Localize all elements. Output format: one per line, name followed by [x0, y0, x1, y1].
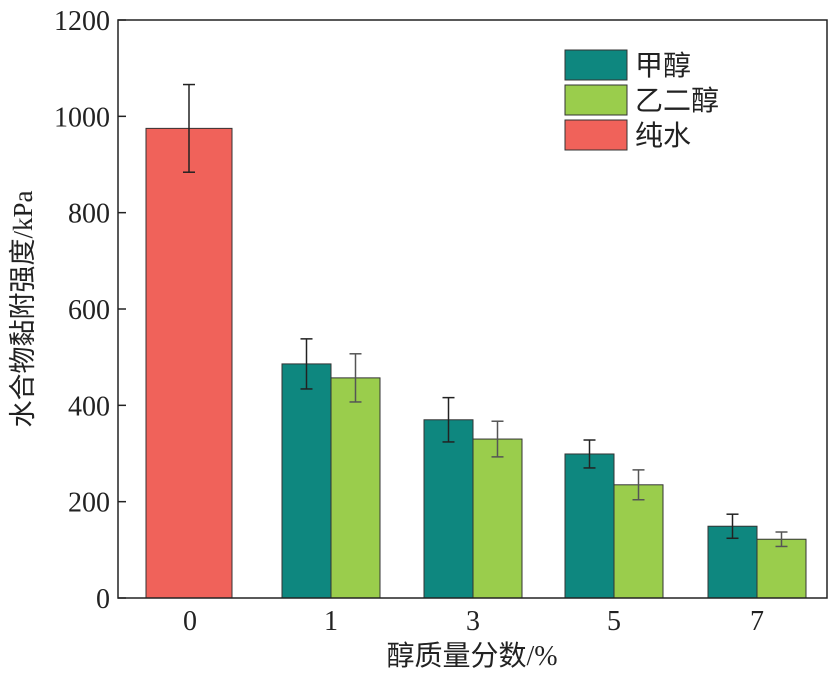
- x-tick-label: 7: [750, 606, 764, 637]
- legend-label-1: 乙二醇: [635, 85, 719, 117]
- x-tick-label: 0: [183, 606, 197, 637]
- bar-0-2: [423, 419, 474, 599]
- y-tick-label: 0: [96, 584, 110, 615]
- bar-0-3: [564, 453, 615, 599]
- y-tick-label: 400: [68, 391, 110, 422]
- x-tick-label: 3: [466, 606, 480, 637]
- bar-1-2: [472, 438, 523, 599]
- legend-swatch-1: [564, 84, 628, 116]
- bar-0-1: [281, 363, 332, 599]
- y-axis-label: 水合物黏附强度/kPa: [8, 190, 38, 427]
- y-axis: 0 200 400 600 800 1000 1200: [54, 6, 126, 615]
- x-axis-label: 醇质量分数/%: [386, 640, 557, 672]
- x-tick-label: 1: [324, 606, 338, 637]
- y-tick-label: 1000: [54, 102, 110, 133]
- bar-1-3: [613, 484, 664, 599]
- y-tick-label: 200: [68, 488, 110, 519]
- y-tick-label: 600: [68, 295, 110, 326]
- bar-1-4: [756, 538, 807, 599]
- bars: [145, 83, 807, 599]
- legend-label-2: 纯水: [635, 120, 691, 152]
- legend-label-0: 甲醇: [635, 50, 691, 82]
- y-tick-label: 800: [68, 199, 110, 230]
- bar-2-0: [145, 127, 233, 599]
- legend-swatch-2: [564, 119, 628, 151]
- x-tick-label: 5: [607, 606, 621, 637]
- legend-swatch-0: [564, 49, 628, 81]
- y-tick-label: 1200: [54, 6, 110, 37]
- plot-frame: [117, 19, 828, 599]
- bar-1-1: [330, 377, 381, 599]
